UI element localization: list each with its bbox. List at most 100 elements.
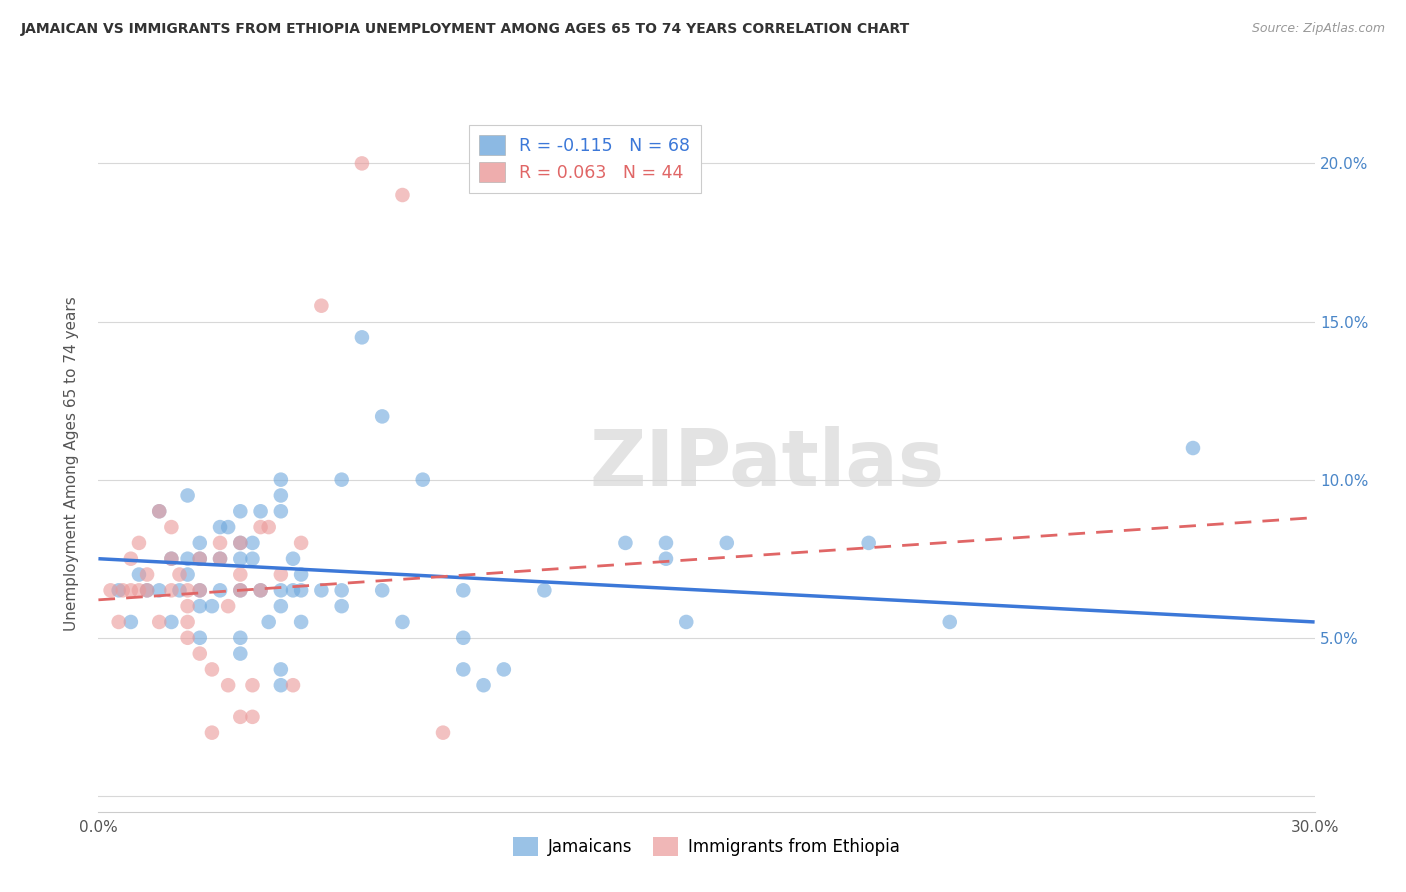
Point — [311, 583, 333, 598]
Point — [229, 631, 252, 645]
Point — [160, 615, 183, 629]
Point — [209, 536, 232, 550]
Point — [492, 662, 515, 676]
Point — [229, 551, 252, 566]
Point — [675, 615, 697, 629]
Point — [120, 583, 142, 598]
Point — [229, 567, 252, 582]
Point — [176, 583, 198, 598]
Point — [209, 520, 232, 534]
Point — [453, 662, 475, 676]
Point — [120, 615, 142, 629]
Point — [188, 583, 211, 598]
Point — [614, 536, 637, 550]
Point — [311, 299, 333, 313]
Point — [111, 583, 134, 598]
Point — [128, 583, 150, 598]
Point — [290, 615, 312, 629]
Point — [391, 188, 413, 202]
Point — [371, 583, 394, 598]
Point — [136, 567, 159, 582]
Point — [229, 710, 252, 724]
Point — [242, 551, 264, 566]
Point — [209, 551, 232, 566]
Point — [169, 583, 191, 598]
Point — [257, 615, 280, 629]
Point — [120, 551, 142, 566]
Point — [107, 615, 129, 629]
Point — [229, 583, 252, 598]
Point — [270, 473, 292, 487]
Point — [330, 583, 353, 598]
Point — [188, 551, 211, 566]
Text: ZIPatlas: ZIPatlas — [591, 425, 945, 502]
Point — [939, 615, 962, 629]
Point — [281, 583, 304, 598]
Point — [160, 520, 183, 534]
Text: JAMAICAN VS IMMIGRANTS FROM ETHIOPIA UNEMPLOYMENT AMONG AGES 65 TO 74 YEARS CORR: JAMAICAN VS IMMIGRANTS FROM ETHIOPIA UNE… — [21, 22, 910, 37]
Point — [176, 631, 198, 645]
Point — [188, 551, 211, 566]
Point — [169, 567, 191, 582]
Point — [290, 567, 312, 582]
Point — [201, 599, 224, 614]
Point — [209, 551, 232, 566]
Point — [128, 567, 150, 582]
Point — [136, 583, 159, 598]
Point — [655, 536, 678, 550]
Y-axis label: Unemployment Among Ages 65 to 74 years: Unemployment Among Ages 65 to 74 years — [65, 296, 79, 632]
Point — [128, 536, 150, 550]
Point — [270, 488, 292, 502]
Point — [249, 520, 271, 534]
Point — [148, 583, 170, 598]
Point — [148, 615, 170, 629]
Point — [412, 473, 434, 487]
Point — [1182, 441, 1205, 455]
Point — [350, 156, 373, 170]
Point — [217, 599, 239, 614]
Point — [188, 647, 211, 661]
Point — [716, 536, 738, 550]
Point — [270, 599, 292, 614]
Point — [229, 583, 252, 598]
Point — [533, 583, 555, 598]
Point — [655, 551, 678, 566]
Point — [249, 583, 271, 598]
Point — [472, 678, 495, 692]
Point — [330, 473, 353, 487]
Point — [188, 536, 211, 550]
Point — [242, 710, 264, 724]
Point — [148, 504, 170, 518]
Point — [453, 583, 475, 598]
Point — [107, 583, 129, 598]
Point — [242, 678, 264, 692]
Point — [290, 583, 312, 598]
Point — [330, 599, 353, 614]
Point — [270, 504, 292, 518]
Point — [148, 504, 170, 518]
Point — [229, 647, 252, 661]
Point — [201, 725, 224, 739]
Point — [176, 551, 198, 566]
Point — [453, 631, 475, 645]
Point — [270, 678, 292, 692]
Point — [229, 504, 252, 518]
Point — [281, 678, 304, 692]
Point — [136, 583, 159, 598]
Legend: Jamaicans, Immigrants from Ethiopia: Jamaicans, Immigrants from Ethiopia — [506, 830, 907, 863]
Text: Source: ZipAtlas.com: Source: ZipAtlas.com — [1251, 22, 1385, 36]
Point — [160, 583, 183, 598]
Point — [201, 662, 224, 676]
Point — [858, 536, 880, 550]
Point — [270, 662, 292, 676]
Point — [281, 551, 304, 566]
Point — [100, 583, 122, 598]
Point — [176, 599, 198, 614]
Point — [249, 583, 271, 598]
Point — [242, 536, 264, 550]
Point — [270, 583, 292, 598]
Point — [188, 583, 211, 598]
Point — [217, 678, 239, 692]
Point — [257, 520, 280, 534]
Point — [176, 488, 198, 502]
